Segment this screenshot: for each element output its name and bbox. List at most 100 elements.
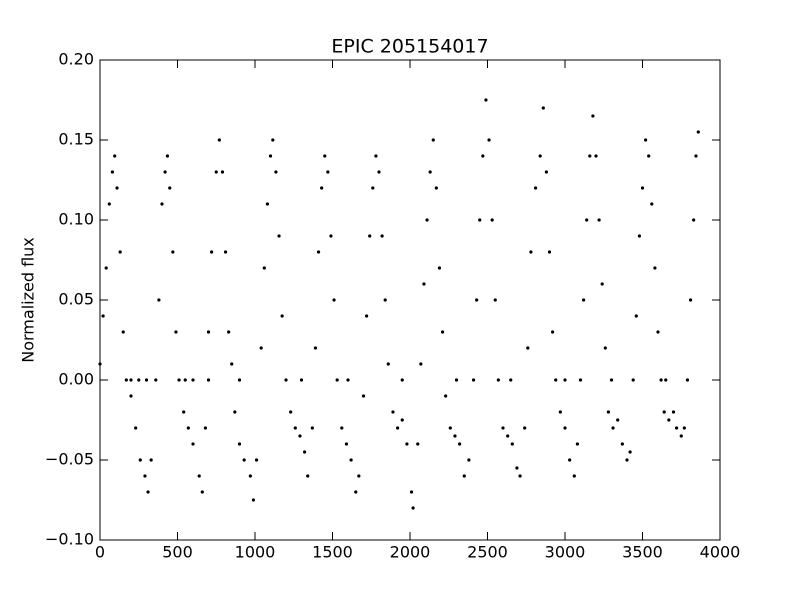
data-point — [280, 314, 284, 318]
data-point — [650, 202, 654, 206]
data-point — [377, 170, 381, 174]
data-point — [160, 202, 164, 206]
data-point — [124, 378, 128, 382]
data-point — [107, 202, 111, 206]
data-point — [431, 138, 435, 142]
data-point — [529, 250, 533, 254]
x-tick-label: 1000 — [235, 543, 276, 562]
data-point — [183, 378, 187, 382]
data-point — [603, 346, 607, 350]
data-point — [391, 410, 395, 414]
data-point — [237, 378, 242, 382]
data-point — [428, 170, 432, 174]
data-point — [682, 426, 686, 430]
data-point — [656, 330, 660, 334]
data-point — [578, 378, 583, 382]
data-point — [518, 474, 522, 478]
data-point — [647, 154, 651, 158]
data-point — [306, 474, 310, 478]
data-point — [371, 186, 375, 190]
data-point — [478, 218, 482, 222]
data-point — [146, 490, 150, 494]
data-point — [575, 442, 580, 446]
data-point — [501, 426, 505, 430]
data-point — [551, 330, 555, 334]
data-point — [365, 314, 369, 318]
data-point — [182, 410, 186, 414]
data-point — [254, 458, 259, 462]
data-point — [506, 434, 510, 438]
data-point — [265, 202, 269, 206]
data-point — [200, 490, 204, 494]
data-point — [409, 490, 414, 494]
data-point — [383, 298, 387, 302]
data-point — [262, 266, 266, 270]
data-point — [303, 450, 307, 454]
data-point — [440, 330, 445, 334]
data-point — [664, 378, 668, 382]
data-point — [585, 218, 589, 222]
data-point — [115, 186, 119, 190]
data-point — [310, 426, 314, 430]
x-tick-label: 3500 — [622, 543, 663, 562]
data-point — [361, 394, 366, 398]
data-point — [696, 130, 700, 134]
data-point — [277, 234, 281, 238]
data-point — [411, 506, 415, 510]
data-point — [547, 250, 552, 254]
data-point — [271, 138, 275, 142]
data-point — [475, 298, 479, 302]
x-tick-label: 3000 — [545, 543, 586, 562]
data-point — [405, 442, 409, 446]
data-point — [101, 314, 105, 318]
data-point — [217, 138, 221, 142]
data-point — [679, 434, 683, 438]
data-point — [568, 458, 572, 462]
data-point — [416, 442, 420, 446]
data-point — [594, 154, 598, 158]
data-point — [144, 378, 149, 382]
x-tick-label: 500 — [162, 543, 193, 562]
data-point — [340, 426, 344, 430]
data-point — [165, 154, 170, 158]
data-point — [368, 234, 372, 238]
data-point — [554, 378, 558, 382]
data-point — [299, 378, 304, 382]
data-point — [631, 378, 635, 382]
data-point — [400, 378, 404, 382]
data-point — [284, 378, 288, 382]
data-point — [685, 378, 690, 382]
data-point — [251, 498, 256, 502]
data-point — [118, 250, 122, 254]
y-tick-label: 0.15 — [58, 130, 94, 149]
data-point — [662, 410, 666, 414]
data-point — [396, 426, 400, 430]
data-point — [206, 330, 211, 334]
data-point — [616, 418, 620, 422]
y-tick-label: −0.05 — [45, 450, 94, 469]
data-point — [588, 154, 592, 158]
data-point — [157, 298, 161, 302]
data-point — [419, 362, 423, 366]
data-point — [688, 298, 693, 302]
data-point — [237, 442, 242, 446]
data-point — [694, 154, 698, 158]
data-point — [448, 426, 452, 430]
data-point — [538, 154, 542, 158]
data-point — [129, 394, 133, 398]
x-tick-label: 0 — [95, 543, 105, 562]
data-point — [214, 170, 218, 174]
data-point — [510, 442, 514, 446]
data-point — [628, 450, 632, 454]
data-point — [186, 426, 190, 430]
data-point — [326, 170, 330, 174]
data-point — [634, 314, 638, 318]
data-point — [620, 442, 624, 446]
data-point — [667, 418, 671, 422]
data-point — [422, 282, 426, 286]
data-point — [453, 434, 457, 438]
data-point — [248, 474, 252, 478]
data-point — [640, 186, 645, 190]
